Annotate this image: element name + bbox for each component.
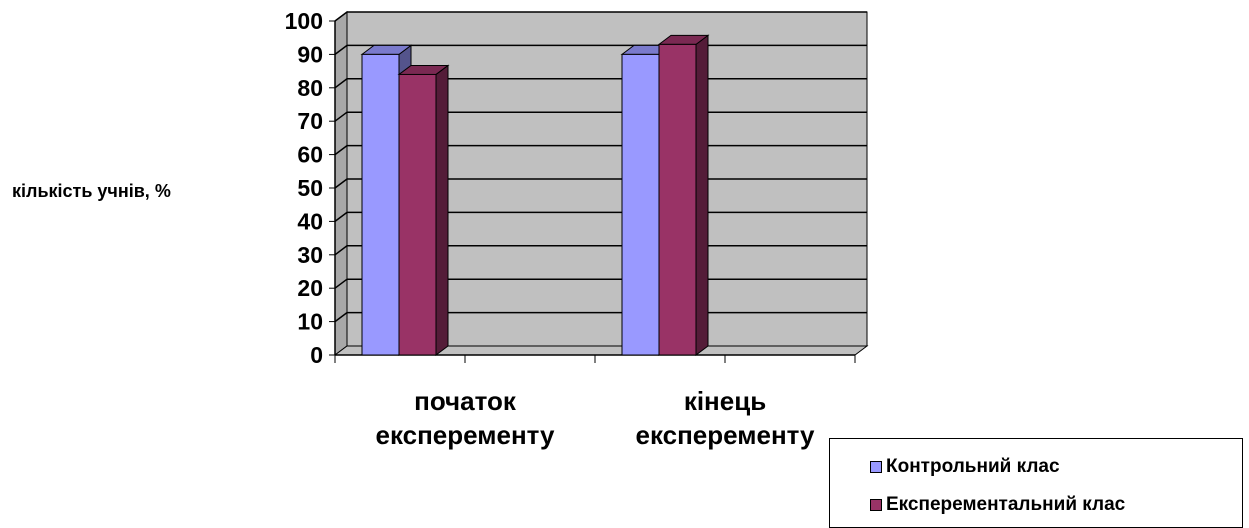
bar-experimental-0-side — [435, 64, 449, 356]
legend-item-experimental: Експерементальний клас — [870, 494, 1125, 516]
gridline — [334, 11, 867, 22]
y-tick-label: 70 — [297, 108, 323, 134]
category-label-0: початок експеременту — [376, 386, 556, 450]
y-tick-label: 0 — [310, 342, 323, 368]
legend-swatch-control — [870, 461, 882, 473]
y-tick-label: 50 — [297, 175, 323, 201]
y-tick-label: 60 — [297, 142, 323, 168]
bar-experimental-1-side — [695, 34, 709, 356]
y-tick-label: 40 — [297, 208, 323, 234]
y-tick-label: 20 — [297, 275, 323, 301]
legend-swatch-experimental — [870, 499, 882, 511]
y-axis-ticks: 0 10 20 30 40 50 60 70 80 90 100 — [285, 8, 323, 368]
legend-item-control: Контрольний клас — [870, 456, 1060, 478]
bar-experimental-0-front — [398, 73, 437, 356]
category-label-line: початок — [414, 386, 517, 416]
legend-label-control: Контрольний клас — [886, 456, 1060, 477]
y-tick-label: 90 — [297, 41, 323, 67]
bar-control-0-front — [361, 53, 400, 356]
legend: Контрольний клас Експерементальний клас — [829, 438, 1243, 528]
category-label-line: кінець — [684, 386, 766, 416]
bar-experimental-1 — [657, 34, 710, 356]
y-tick-label: 80 — [297, 75, 323, 101]
y-tick-label: 10 — [297, 309, 323, 335]
bars — [360, 34, 710, 356]
bar-experimental-1-front — [658, 43, 697, 356]
y-tick-label: 30 — [297, 242, 323, 268]
bar-experimental-0 — [397, 64, 450, 356]
y-tick-label: 100 — [285, 8, 323, 34]
legend-label-experimental: Експерементальний клас — [886, 494, 1126, 515]
category-labels: початок експеременту кінець експеременту — [376, 386, 816, 450]
category-label-line: експеременту — [636, 420, 816, 450]
category-label-1: кінець експеременту — [636, 386, 816, 450]
bar-control-1-front — [621, 53, 660, 356]
y-axis-label: кількість учнів, % — [12, 181, 171, 201]
category-label-line: експеременту — [376, 420, 556, 450]
